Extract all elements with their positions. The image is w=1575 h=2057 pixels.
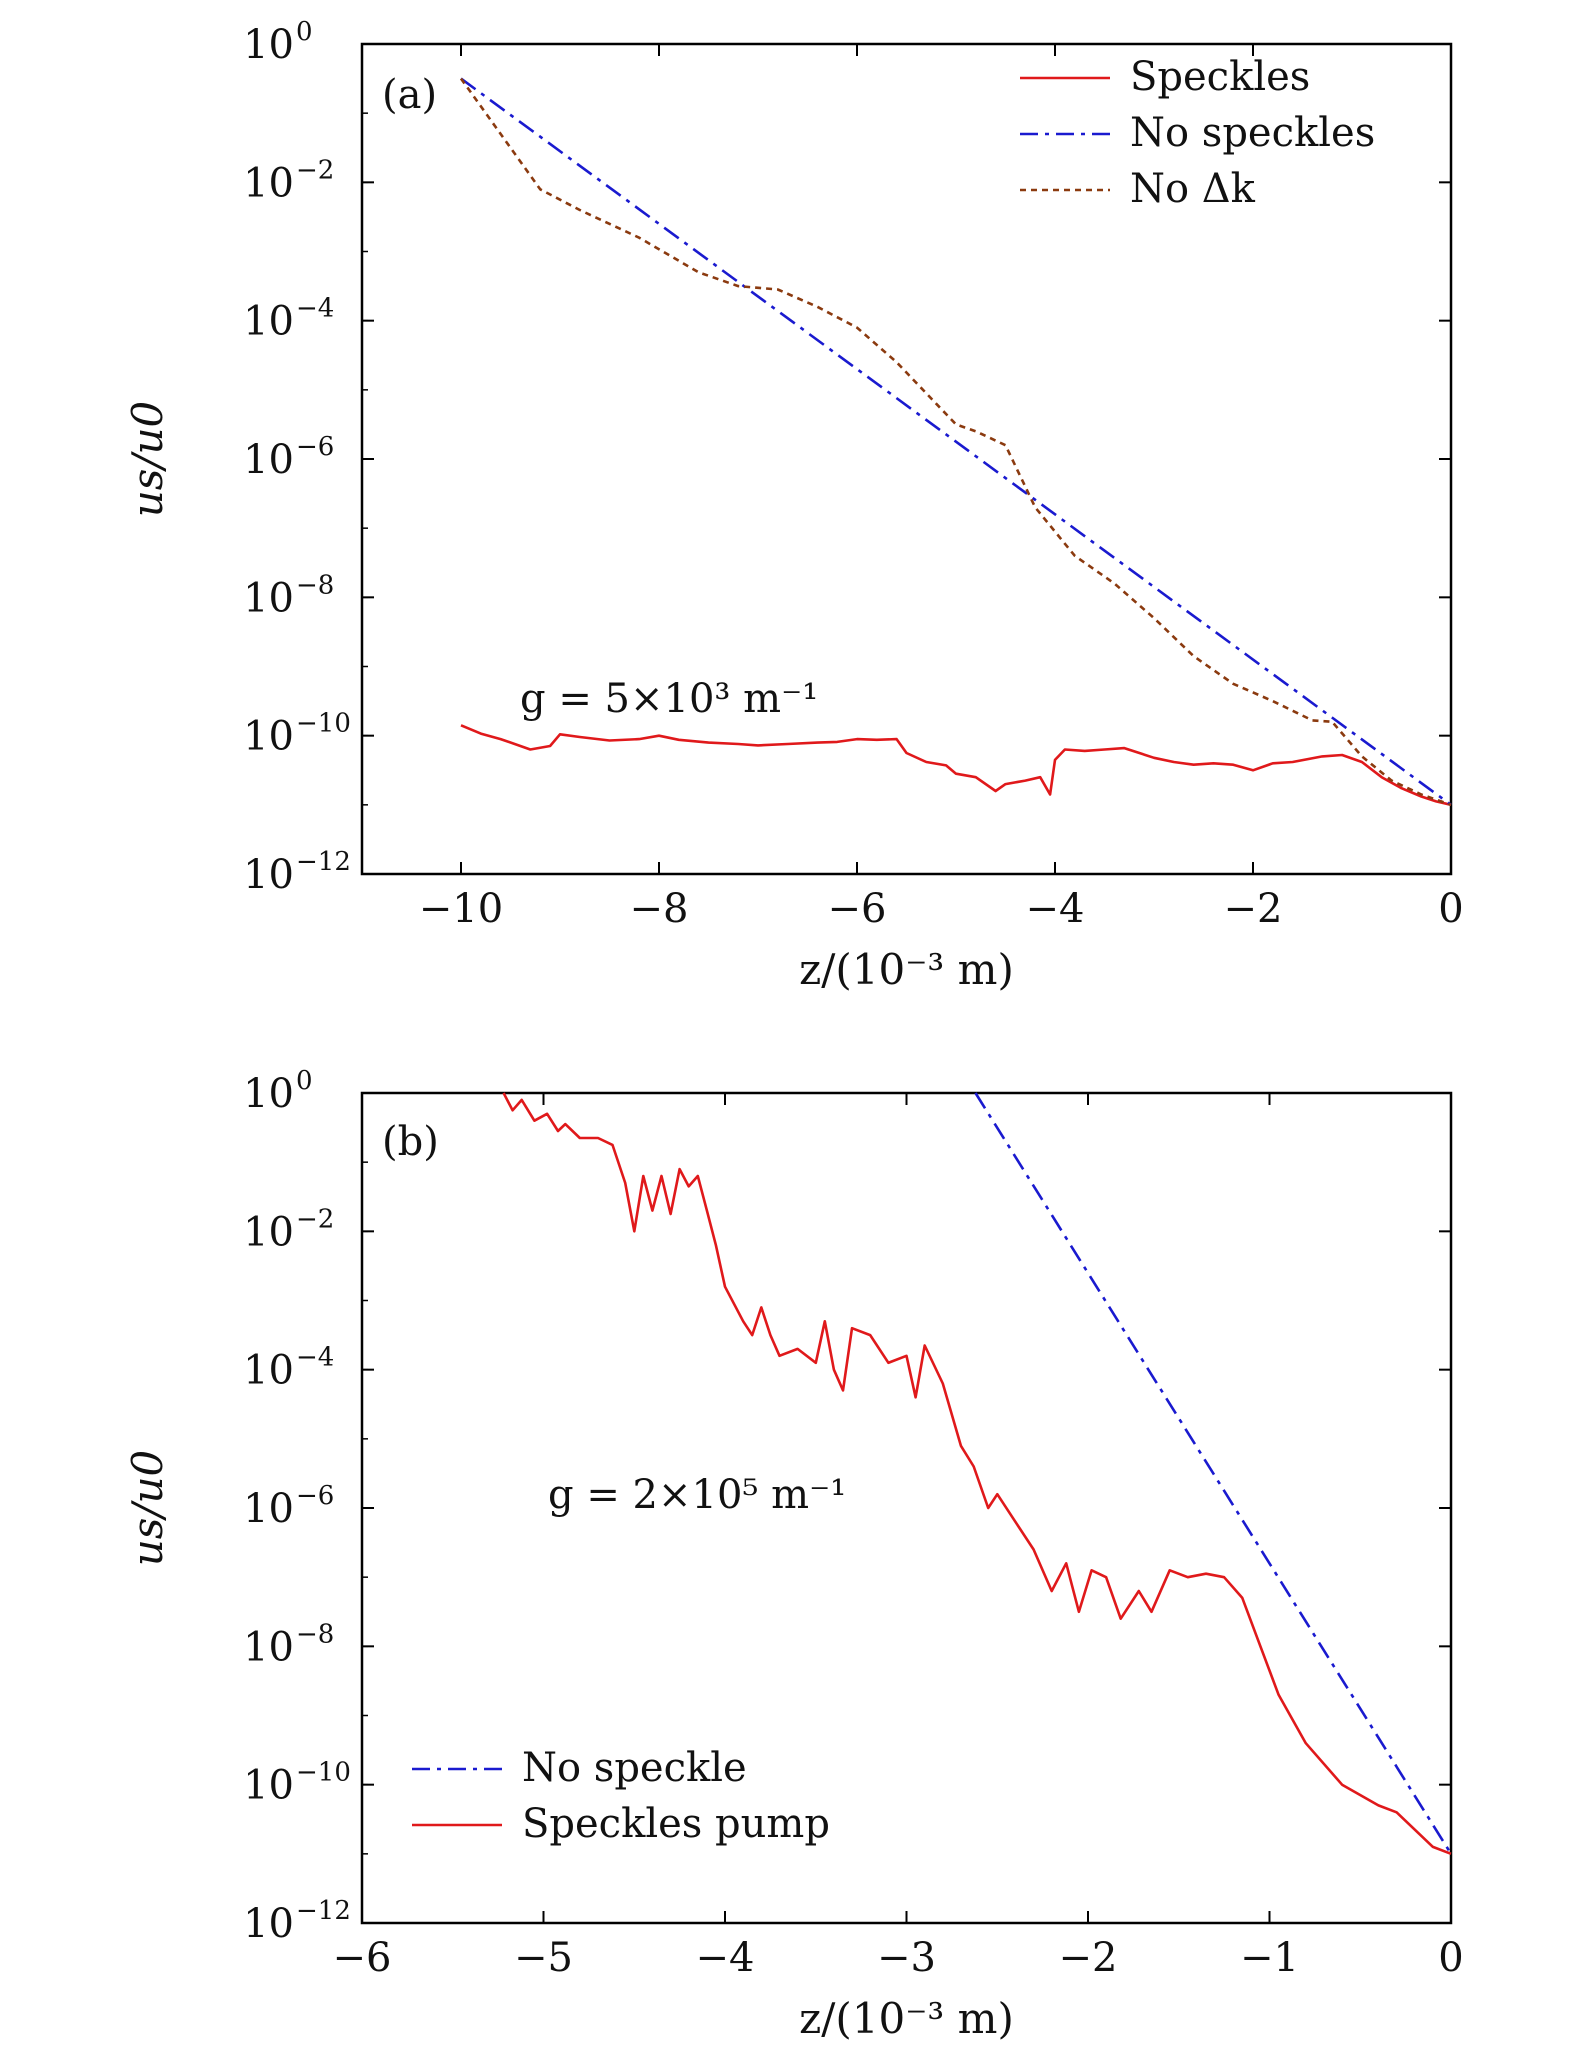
y-tick-label: 10 −2 (243, 155, 334, 206)
y-tick-label: 10 −6 (243, 432, 334, 483)
legend-label: Speckles (1130, 54, 1310, 100)
legend-item: No speckle (412, 1745, 747, 1791)
y-tick-base: 10 (243, 160, 294, 206)
y-tick-exponent: −6 (296, 432, 334, 462)
y-tick-exponent: −6 (296, 1481, 334, 1511)
y-tick-exponent: 0 (296, 17, 313, 47)
y-tick-exponent: −8 (296, 570, 334, 600)
y-tick-base: 10 (243, 437, 294, 483)
panel-label: (a) (382, 72, 437, 118)
y-tick-exponent: −2 (296, 1204, 334, 1234)
y-tick-label: 10 0 (243, 17, 312, 68)
legend: No speckle Speckles pump (412, 1745, 830, 1847)
y-tick-exponent: −10 (296, 709, 351, 739)
panel-label: (b) (382, 1119, 439, 1165)
y-tick-base: 10 (243, 22, 294, 68)
legend-item: Speckles pump (412, 1801, 830, 1847)
y-tick-exponent: 0 (296, 1066, 313, 1096)
x-tick-label: −6 (333, 1935, 392, 1981)
x-tick-label: −5 (514, 1935, 573, 1981)
y-tick-label: 10 −12 (243, 1896, 351, 1947)
y-tick-base: 10 (243, 714, 294, 760)
legend: Speckles No speckles No Δk (1020, 54, 1375, 212)
x-axis-label: z/(10⁻³ m) (799, 1994, 1014, 2043)
y-tick-exponent: −12 (296, 847, 351, 877)
y-tick-exponent: −10 (296, 1758, 351, 1788)
legend-label: No speckles (1130, 110, 1375, 156)
y-axis-label: us/u0 (123, 401, 172, 518)
x-axis-title: z/(10⁻³ m) (799, 1994, 1014, 2043)
y-tick-label: 10 −10 (243, 709, 351, 760)
y-tick-exponent: −12 (296, 1896, 351, 1926)
legend-item: No Δk (1020, 166, 1256, 212)
y-tick-label: 10 −12 (243, 847, 351, 898)
y-tick-label: 10 0 (243, 1066, 312, 1117)
y-tick-exponent: −2 (296, 155, 334, 185)
series-line (460, 77, 1452, 806)
annotation-text: g = 5×10³ m⁻¹ (520, 676, 818, 722)
y-tick-label: 10 −8 (243, 1619, 334, 1670)
y-tick-base: 10 (243, 1763, 294, 1809)
y-tick-label: 10 −2 (243, 1204, 334, 1255)
legend-item: No speckles (1020, 110, 1375, 156)
y-axis-title: us/u0 (123, 401, 172, 518)
y-tick-label: 10 −4 (243, 1343, 334, 1394)
plot-area (502, 1092, 1453, 1856)
y-tick-label: 10 −6 (243, 1481, 334, 1532)
legend-item: Speckles (1020, 54, 1310, 100)
y-tick-base: 10 (243, 1348, 294, 1394)
plot-area (459, 77, 1452, 807)
y-tick-base: 10 (243, 1624, 294, 1670)
annotation: g = 5×10³ m⁻¹ (520, 676, 818, 722)
y-tick-base: 10 (243, 1071, 294, 1117)
x-tick-label: 0 (1438, 886, 1463, 932)
y-tick-base: 10 (243, 852, 294, 898)
x-tick-label: 0 (1438, 1935, 1463, 1981)
y-tick-label: 10 −4 (243, 294, 334, 345)
y-tick-base: 10 (243, 1901, 294, 1947)
x-tick-label: −3 (877, 1935, 936, 1981)
x-tick-label: −1 (1240, 1935, 1299, 1981)
y-tick-base: 10 (243, 299, 294, 345)
y-tick-base: 10 (243, 1486, 294, 1532)
y-tick-exponent: −8 (296, 1619, 334, 1649)
y-tick-exponent: −4 (296, 294, 334, 324)
legend-label: Speckles pump (522, 1801, 830, 1847)
y-tick-base: 10 (243, 1209, 294, 1255)
y-tick-exponent: −4 (296, 1343, 334, 1373)
x-tick-label: −10 (419, 886, 503, 932)
y-tick-base: 10 (243, 575, 294, 621)
x-tick-label: −4 (1026, 886, 1085, 932)
series-line (502, 1092, 1452, 1856)
y-axis-title: us/u0 (123, 1450, 172, 1567)
x-axis-label: z/(10⁻³ m) (799, 945, 1014, 994)
series-line (459, 77, 1452, 807)
x-tick-label: −4 (696, 1935, 755, 1981)
y-axis-label: us/u0 (123, 1450, 172, 1567)
annotation-text: g = 2×10⁵ m⁻¹ (548, 1472, 846, 1518)
x-tick-label: −2 (1224, 886, 1283, 932)
x-tick-label: −6 (828, 886, 887, 932)
x-tick-label: −2 (1059, 1935, 1118, 1981)
legend-label: No Δk (1130, 166, 1256, 212)
plot-frame (360, 1091, 1453, 1925)
y-tick-label: 10 −8 (243, 570, 334, 621)
y-tick-label: 10 −10 (243, 1758, 351, 1809)
x-tick-label: −8 (630, 886, 689, 932)
series-line (460, 724, 1452, 807)
series-line (974, 1092, 1453, 1855)
x-axis-title: z/(10⁻³ m) (799, 945, 1014, 994)
legend-label: No speckle (522, 1745, 747, 1791)
annotation: g = 2×10⁵ m⁻¹ (548, 1472, 846, 1518)
